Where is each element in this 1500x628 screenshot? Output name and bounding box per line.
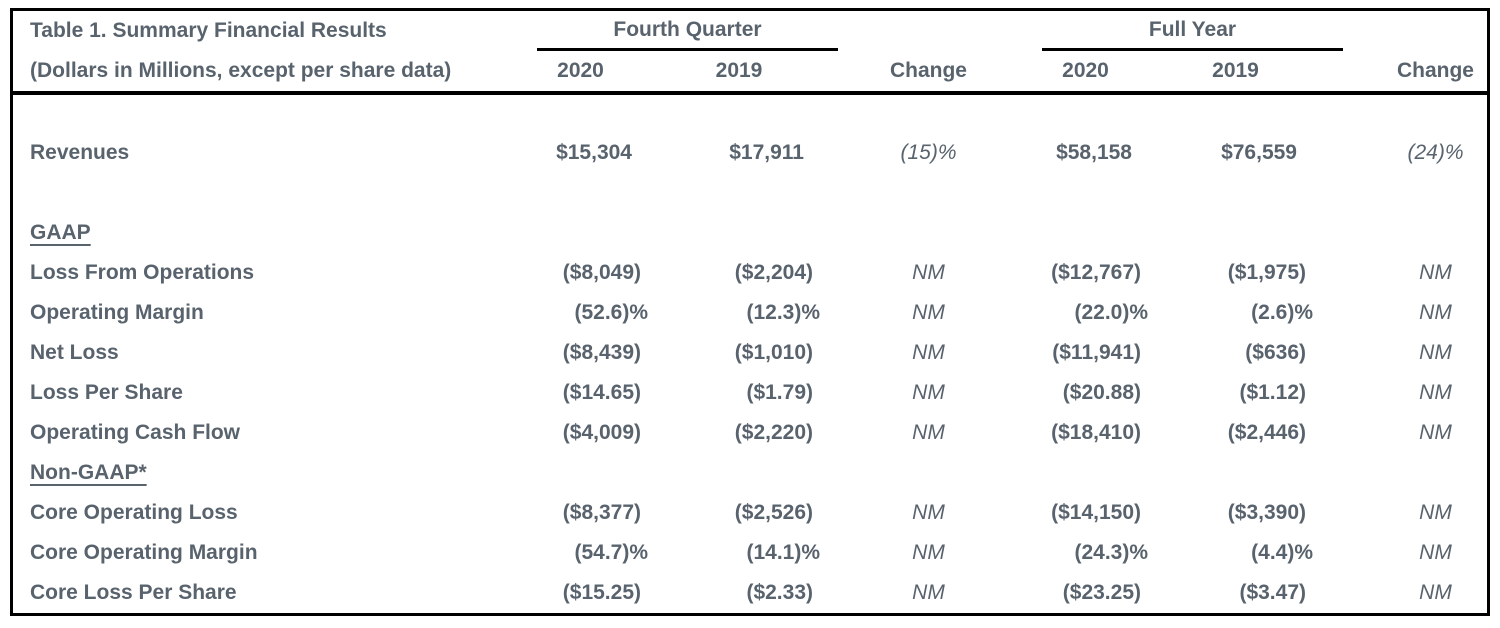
col-header-fy-2019: 2019 bbox=[1212, 59, 1259, 82]
row-label: Core Operating Loss bbox=[30, 501, 238, 524]
cell-fy-2020: ($23.25) bbox=[1062, 581, 1141, 604]
cell-fq-change: (15)% bbox=[900, 141, 957, 164]
cell-fy-2020: (22.0)% bbox=[1074, 301, 1148, 324]
col-header-fy-change: Change bbox=[1396, 59, 1474, 82]
cell-fq-2019: $17,911 bbox=[729, 141, 804, 164]
cell-fy-change: NM bbox=[1419, 301, 1452, 324]
cell-fy-change: NM bbox=[1419, 421, 1452, 444]
cell-fq-change: NM bbox=[912, 501, 945, 524]
cell-fq-2020: (54.7)% bbox=[574, 541, 648, 564]
summary-financial-results-table: Table 1. Summary Financial Results Fourt… bbox=[10, 8, 1490, 616]
cell-fq-change: NM bbox=[912, 381, 945, 404]
cell-fy-2020: ($20.88) bbox=[1062, 381, 1141, 404]
col-group-full-year: Full Year bbox=[1018, 11, 1343, 51]
row-core-operating-margin: Core Operating Margin (54.7)% (14.1)% NM… bbox=[13, 533, 1487, 573]
row-net-loss: Net Loss ($8,439) ($1,010) NM ($11,941) … bbox=[13, 333, 1487, 373]
cell-fq-2019: ($2,204) bbox=[734, 261, 813, 284]
cell-fq-2019: ($2.33) bbox=[746, 581, 813, 604]
row-operating-margin: Operating Margin (52.6)% (12.3)% NM (22.… bbox=[13, 293, 1487, 333]
cell-fy-2019: (4.4)% bbox=[1251, 541, 1313, 564]
cell-fy-2019: ($636) bbox=[1245, 341, 1306, 364]
section-label-text: GAAP bbox=[30, 221, 91, 244]
col-header-fq-2020: 2020 bbox=[557, 59, 604, 82]
cell-fq-2020: $15,304 bbox=[556, 141, 632, 164]
cell-fq-2019: (12.3)% bbox=[746, 301, 820, 324]
row-label: Operating Cash Flow bbox=[30, 421, 241, 444]
row-label: Core Operating Margin bbox=[30, 541, 258, 564]
section-label: GAAP bbox=[13, 221, 508, 245]
cell-fy-change: NM bbox=[1419, 581, 1452, 604]
section-label-text: Non-GAAP* bbox=[30, 461, 147, 484]
cell-fy-2019: ($3,390) bbox=[1227, 501, 1306, 524]
cell-fq-change: NM bbox=[912, 421, 945, 444]
row-label: Core Loss Per Share bbox=[30, 581, 237, 604]
col-group-fourth-quarter-label: Fourth Quarter bbox=[537, 11, 838, 51]
col-header-fy-2020: 2020 bbox=[1062, 59, 1109, 82]
header-row-groups: Table 1. Summary Financial Results Fourt… bbox=[13, 11, 1487, 51]
row-label: Loss Per Share bbox=[30, 381, 183, 404]
cell-fy-change: (24)% bbox=[1407, 141, 1464, 164]
row-label: Operating Margin bbox=[30, 301, 204, 324]
cell-fq-2020: (52.6)% bbox=[574, 301, 648, 324]
col-header-fq-change: Change bbox=[889, 59, 967, 82]
cell-fq-2019: ($2,220) bbox=[734, 421, 813, 444]
table-body: Revenues $15,304 $17,911 (15)% $58,158 $… bbox=[13, 95, 1487, 613]
col-header-fq-2019: 2019 bbox=[715, 59, 763, 82]
table-header: Table 1. Summary Financial Results Fourt… bbox=[13, 11, 1487, 95]
spacer-row bbox=[13, 173, 1487, 213]
cell-fq-change: NM bbox=[912, 301, 945, 324]
row-label: Net Loss bbox=[30, 341, 119, 364]
cell-fy-2020: ($18,410) bbox=[1051, 421, 1141, 444]
row-core-loss-per-share: Core Loss Per Share ($15.25) ($2.33) NM … bbox=[13, 573, 1487, 613]
row-label: Loss From Operations bbox=[30, 261, 255, 284]
cell-fy-2019: ($3.47) bbox=[1239, 581, 1306, 604]
cell-fy-2019: ($1.12) bbox=[1239, 381, 1306, 404]
cell-fq-2020: ($14.65) bbox=[562, 381, 641, 404]
cell-fq-2020: ($8,377) bbox=[562, 501, 641, 524]
cell-fy-change: NM bbox=[1419, 541, 1452, 564]
cell-fy-2019: ($2,446) bbox=[1227, 421, 1306, 444]
cell-fy-change: NM bbox=[1419, 501, 1452, 524]
cell-fq-change: NM bbox=[912, 341, 945, 364]
section-non-gaap: Non-GAAP* bbox=[13, 453, 1487, 493]
cell-fy-change: NM bbox=[1419, 341, 1452, 364]
row-core-operating-loss: Core Operating Loss ($8,377) ($2,526) NM… bbox=[13, 493, 1487, 533]
cell-fq-2019: ($1,010) bbox=[734, 341, 813, 364]
cell-fq-change: NM bbox=[912, 581, 945, 604]
cell-fy-2019: ($1,975) bbox=[1227, 261, 1306, 284]
cell-fy-2020: ($14,150) bbox=[1051, 501, 1141, 524]
cell-fy-2020: $58,158 bbox=[1056, 141, 1132, 164]
header-row-columns: (Dollars in Millions, except per share d… bbox=[13, 51, 1487, 91]
cell-fy-2020: ($12,767) bbox=[1051, 261, 1141, 284]
cell-fy-change: NM bbox=[1419, 261, 1452, 284]
cell-fq-2019: ($2,526) bbox=[734, 501, 813, 524]
row-label: Revenues bbox=[30, 141, 130, 164]
cell-fq-2020: ($8,439) bbox=[562, 341, 641, 364]
col-group-fourth-quarter: Fourth Quarter bbox=[508, 11, 838, 51]
cell-fq-change: NM bbox=[912, 541, 945, 564]
cell-fy-change: NM bbox=[1419, 381, 1452, 404]
cell-fq-2019: ($1.79) bbox=[746, 381, 813, 404]
section-gaap: GAAP bbox=[13, 213, 1487, 253]
cell-fq-2020: ($8,049) bbox=[562, 261, 641, 284]
cell-fy-2019: (2.6)% bbox=[1251, 301, 1313, 324]
table-subtitle: (Dollars in Millions, except per share d… bbox=[30, 59, 452, 82]
table-title: Table 1. Summary Financial Results bbox=[30, 19, 387, 42]
row-loss-from-operations: Loss From Operations ($8,049) ($2,204) N… bbox=[13, 253, 1487, 293]
cell-fy-2020: ($11,941) bbox=[1052, 341, 1141, 364]
row-operating-cash-flow: Operating Cash Flow ($4,009) ($2,220) NM… bbox=[13, 413, 1487, 453]
spacer-row bbox=[13, 95, 1487, 133]
cell-fq-2019: (14.1)% bbox=[746, 541, 820, 564]
row-revenues: Revenues $15,304 $17,911 (15)% $58,158 $… bbox=[13, 133, 1487, 173]
cell-fq-change: NM bbox=[912, 261, 945, 284]
cell-fy-2020: (24.3)% bbox=[1074, 541, 1148, 564]
col-group-full-year-label: Full Year bbox=[1042, 11, 1343, 51]
section-label: Non-GAAP* bbox=[13, 461, 508, 485]
row-loss-per-share: Loss Per Share ($14.65) ($1.79) NM ($20.… bbox=[13, 373, 1487, 413]
cell-fy-2019: $76,559 bbox=[1221, 141, 1297, 164]
cell-fq-2020: ($15.25) bbox=[562, 581, 641, 604]
cell-fq-2020: ($4,009) bbox=[562, 421, 641, 444]
